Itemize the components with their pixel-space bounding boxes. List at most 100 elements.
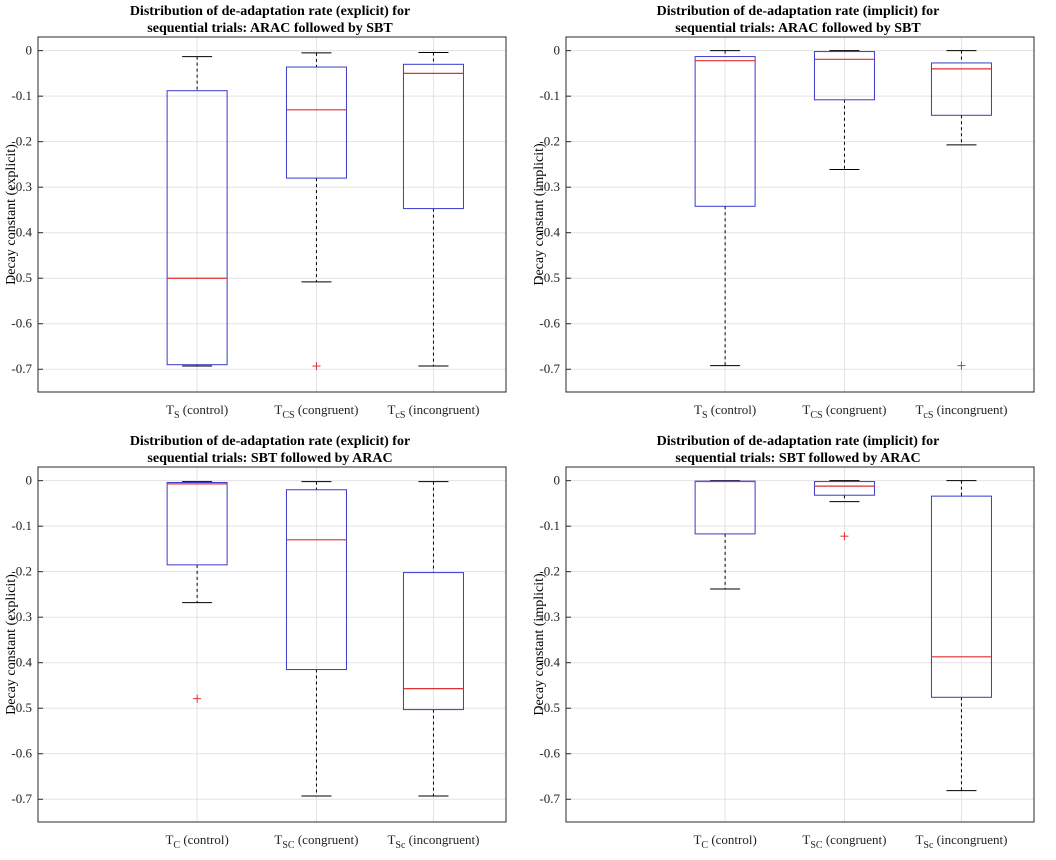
plot-frame <box>565 36 1035 393</box>
x-category-label: TCS (congruent) <box>274 402 358 421</box>
category-rest: (incongruent) <box>405 402 479 417</box>
iqr-box <box>402 63 464 210</box>
y-tick-label: -0.3 <box>11 179 32 194</box>
chart-title-line: sequential trials: SBT followed by ARAC <box>675 451 920 466</box>
category-rest: (control) <box>708 832 757 847</box>
box-group-3 <box>402 51 464 367</box>
y-tick-label: 0 <box>554 43 561 58</box>
category-main: T <box>915 832 923 847</box>
box-group-2 <box>813 50 875 170</box>
category-subscript: Sc <box>395 840 406 851</box>
iqr-box <box>813 481 875 496</box>
y-tick-label: -0.6 <box>11 746 32 761</box>
y-tick-label: -0.7 <box>539 791 560 806</box>
box-group-1 <box>166 56 228 367</box>
y-tick-label: -0.4 <box>539 655 560 670</box>
category-main: T <box>387 402 395 417</box>
category-rest: (control) <box>180 832 229 847</box>
y-axis-title: Decay constant (implicit) <box>532 143 547 286</box>
category-main: T <box>165 832 173 847</box>
x-category-label: TSC (congruent) <box>802 832 886 851</box>
x-category-label: TS (control) <box>694 402 756 421</box>
y-tick-label: -0.7 <box>539 361 560 376</box>
y-tick-label: 0 <box>554 473 561 488</box>
iqr-box <box>930 495 992 698</box>
boxplot-implicit-sbt-arac: Distribution of de-adaptation rate (impl… <box>532 434 1035 851</box>
box-group-2 <box>285 52 347 371</box>
y-tick-label: 0 <box>26 473 33 488</box>
category-subscript: S <box>702 410 708 421</box>
chart-title-line: Distribution of de-adaptation rate (expl… <box>130 4 410 19</box>
x-category-label: TS (control) <box>166 402 228 421</box>
category-subscript: cS <box>923 410 933 421</box>
x-category-label: TC (control) <box>165 832 228 851</box>
boxplot-explicit-arac-sbt: Distribution of de-adaptation rate (expl… <box>4 4 507 421</box>
chart-title-line: Distribution of de-adaptation rate (impl… <box>657 4 940 19</box>
y-tick-label: -0.4 <box>539 225 560 240</box>
category-main: T <box>802 402 810 417</box>
box-group-1 <box>694 480 756 590</box>
iqr-box <box>694 56 756 207</box>
category-subscript: S <box>174 410 180 421</box>
panel-3: Distribution of de-adaptation rate (expl… <box>0 430 528 860</box>
panel-4: Distribution of de-adaptation rate (impl… <box>528 430 1056 860</box>
y-axis-title: Decay constant (explicit) <box>4 144 19 285</box>
y-tick-label: -0.2 <box>539 134 560 149</box>
iqr-box <box>285 489 347 671</box>
iqr-box <box>402 572 464 711</box>
chart-title-line: sequential trials: ARAC followed by SBT <box>147 21 393 36</box>
y-tick-label: -0.1 <box>11 518 32 533</box>
y-axis-title: Decay constant (explicit) <box>4 574 19 715</box>
outlier-marker <box>957 361 966 370</box>
y-tick-label: -0.1 <box>539 518 560 533</box>
iqr-box <box>166 481 228 566</box>
category-rest: (congruent) <box>295 402 359 417</box>
plot-frame <box>565 466 1035 823</box>
y-tick-label: -0.2 <box>11 564 32 579</box>
y-tick-label: -0.1 <box>539 88 560 103</box>
iqr-box <box>813 51 875 101</box>
category-rest: (congruent) <box>823 402 887 417</box>
x-category-label: TcS (incongruent) <box>915 402 1007 421</box>
category-main: T <box>694 402 702 417</box>
x-category-label: TCS (congruent) <box>802 402 886 421</box>
category-rest: (congruent) <box>823 832 887 847</box>
boxplot-explicit-sbt-arac: Distribution of de-adaptation rate (expl… <box>4 434 507 851</box>
y-tick-label: -0.7 <box>11 791 32 806</box>
panel-1: Distribution of de-adaptation rate (expl… <box>0 0 528 430</box>
y-tick-label: -0.6 <box>539 746 560 761</box>
iqr-box <box>930 62 992 116</box>
category-main: T <box>802 832 810 847</box>
category-subscript: SC <box>810 840 823 851</box>
y-axis-title: Decay constant (implicit) <box>532 573 547 716</box>
box-group-2 <box>813 480 875 541</box>
x-category-label: TSc (incongruent) <box>915 832 1007 851</box>
x-category-label: TSc (incongruent) <box>387 832 479 851</box>
category-rest: (control) <box>180 402 229 417</box>
category-subscript: SC <box>282 840 295 851</box>
box-group-1 <box>166 481 228 703</box>
category-rest: (incongruent) <box>405 832 479 847</box>
iqr-box <box>285 66 347 179</box>
outlier-marker <box>193 694 202 703</box>
y-tick-label: -0.4 <box>11 655 32 670</box>
category-main: T <box>915 402 923 417</box>
x-category-label: TC (control) <box>693 832 756 851</box>
chart-title-line: sequential trials: ARAC followed by SBT <box>675 21 921 36</box>
y-tick-label: -0.7 <box>11 361 32 376</box>
boxplot-implicit-arac-sbt: Distribution of de-adaptation rate (impl… <box>532 4 1035 421</box>
category-rest: (congruent) <box>295 832 359 847</box>
y-tick-label: -0.2 <box>539 564 560 579</box>
chart-title-line: sequential trials: SBT followed by ARAC <box>147 451 392 466</box>
x-category-label: TcS (incongruent) <box>387 402 479 421</box>
chart-title-line: Distribution of de-adaptation rate (impl… <box>657 434 940 449</box>
box-group-3 <box>930 50 992 370</box>
box-group-3 <box>402 481 464 797</box>
box-group-3 <box>930 480 992 792</box>
box-group-2 <box>285 481 347 797</box>
plot-frame <box>37 36 507 393</box>
y-tick-label: -0.1 <box>11 88 32 103</box>
y-tick-label: 0 <box>26 43 33 58</box>
y-tick-label: -0.4 <box>11 225 32 240</box>
